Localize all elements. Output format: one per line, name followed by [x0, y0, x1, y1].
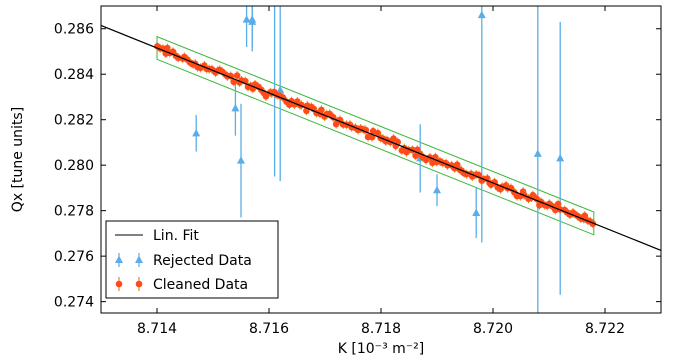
- rejected-marker: [242, 15, 251, 23]
- cleaned-point: [318, 105, 325, 115]
- cleaned-point: [227, 71, 235, 81]
- rejected-marker: [433, 185, 441, 194]
- rejected-point: [192, 115, 201, 152]
- x-tick-label: 8.720: [473, 321, 513, 337]
- cleaned-point: [581, 211, 589, 221]
- cleaned-marker: [227, 72, 235, 80]
- rejected-point: [472, 187, 481, 238]
- legend-cleaned-swatch: [115, 277, 143, 291]
- legend-rejected-label: Rejected Data: [153, 253, 252, 269]
- cleaned-point: [262, 91, 270, 101]
- rejected-marker: [556, 153, 565, 162]
- rejected-point: [556, 21, 565, 295]
- cleaned-marker: [318, 106, 325, 114]
- rejected-marker: [276, 85, 285, 94]
- y-tick-label: 0.274: [54, 295, 94, 311]
- x-tick-label: 8.722: [585, 321, 625, 337]
- rejected-point: [231, 81, 240, 136]
- rejected-point: [273, 6, 276, 177]
- linear-fit-line: [101, 24, 661, 251]
- cleaned-marker: [453, 161, 461, 168]
- legend: Lin. Fit Rejected Data Cleaned Data: [105, 220, 279, 299]
- cleaned-marker: [581, 212, 589, 219]
- cleaned-marker: [230, 78, 238, 86]
- y-tick-label: 0.286: [54, 22, 94, 38]
- rejected-point: [242, 6, 251, 47]
- legend-cleaned-label: Cleaned Data: [153, 277, 248, 293]
- rejected-point: [477, 6, 486, 243]
- x-tick-label: 8.718: [361, 321, 401, 337]
- y-tick-label: 0.276: [54, 249, 94, 265]
- x-axis-label: K [10⁻³ m⁻²]: [338, 341, 424, 357]
- cleaned-data-band: [156, 35, 595, 236]
- cleaned-point: [233, 71, 241, 81]
- legend-rejected-swatch: [115, 253, 143, 267]
- y-tick-label: 0.278: [54, 204, 94, 220]
- rejected-marker: [231, 103, 240, 112]
- rejected-marker: [248, 17, 257, 25]
- cleaned-marker: [164, 44, 171, 52]
- rejected-marker: [472, 208, 481, 216]
- y-axis-label: Qx [tune units]: [10, 107, 26, 212]
- rejected-marker: [192, 128, 201, 137]
- y-tick-label: 0.282: [54, 113, 94, 129]
- rejected-point: [533, 6, 542, 313]
- rejected-point: [433, 174, 441, 207]
- x-tick-label: 8.716: [249, 321, 289, 337]
- rejected-marker: [237, 156, 245, 164]
- cleaned-marker: [233, 72, 241, 79]
- cleaned-marker: [262, 93, 270, 100]
- y-tick-label: 0.284: [54, 67, 94, 83]
- y-tick-label: 0.280: [54, 158, 94, 174]
- cleaned-point: [453, 160, 461, 170]
- rejected-marker: [533, 149, 542, 157]
- rejected-point: [276, 6, 285, 182]
- legend-box: [105, 220, 279, 299]
- rejected-point: [237, 103, 245, 218]
- rejected-point: [248, 6, 257, 52]
- rejected-marker: [477, 10, 486, 19]
- legend-fit-label: Lin. Fit: [153, 228, 199, 244]
- x-tick-label: 8.714: [137, 321, 177, 337]
- cleaned-marker: [374, 129, 382, 137]
